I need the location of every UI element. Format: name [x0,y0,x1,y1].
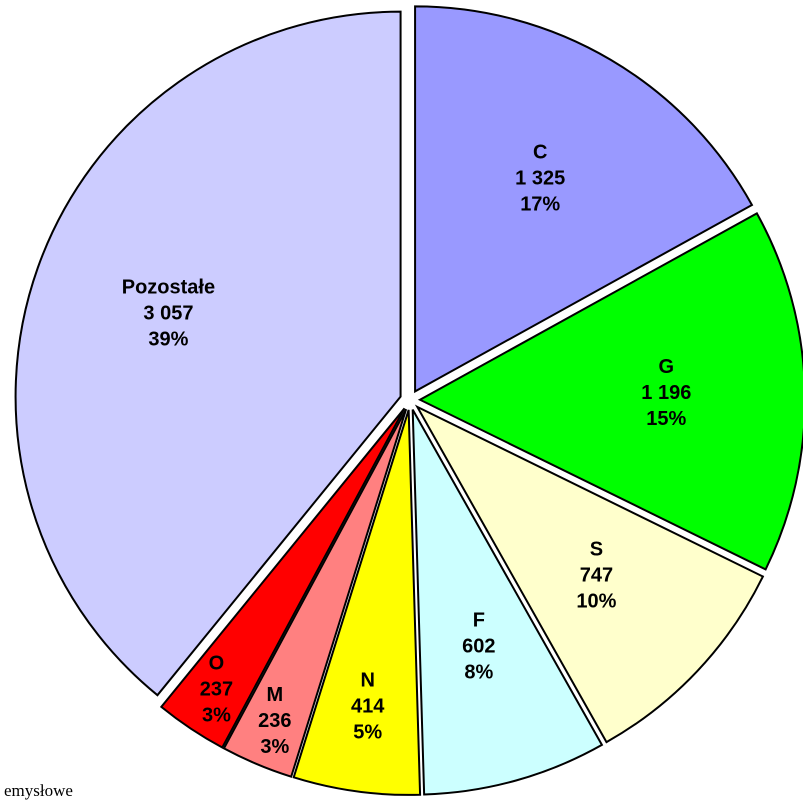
pie-slice [414,404,765,744]
value-label: 602 [462,635,495,657]
pie-slice [417,212,803,571]
value-label: 1 325 [515,167,565,189]
percent-label: 8% [464,661,493,683]
value-label: 237 [200,678,233,700]
percent-label: 10% [576,590,616,612]
value-label: 1 196 [641,382,691,404]
pie-slice [411,409,604,796]
slice-label: C [533,141,547,163]
pie-slice [292,409,422,796]
slice-label: N [360,670,374,692]
percent-label: 3% [202,704,231,726]
slice-label: M [266,684,283,706]
value-label: 3 057 [143,302,193,324]
slice-label: F [473,609,485,631]
slice-label: G [659,356,675,378]
percent-label: 3% [260,736,289,758]
percent-label: 17% [520,193,560,215]
pie-slice [222,408,408,778]
value-label: 236 [258,710,291,732]
value-label: 747 [580,564,613,586]
slice-label: O [209,652,225,674]
percent-label: 39% [148,328,188,350]
percent-label: 5% [353,722,382,744]
pie-slice [414,5,754,394]
value-label: 414 [351,696,385,718]
pie-slice [159,407,406,749]
footnote: emysłowe [4,781,73,800]
slice-label: S [590,538,603,560]
pie-slice [14,10,402,697]
slice-label: Pozostałe [122,276,215,298]
percent-label: 15% [646,408,686,430]
